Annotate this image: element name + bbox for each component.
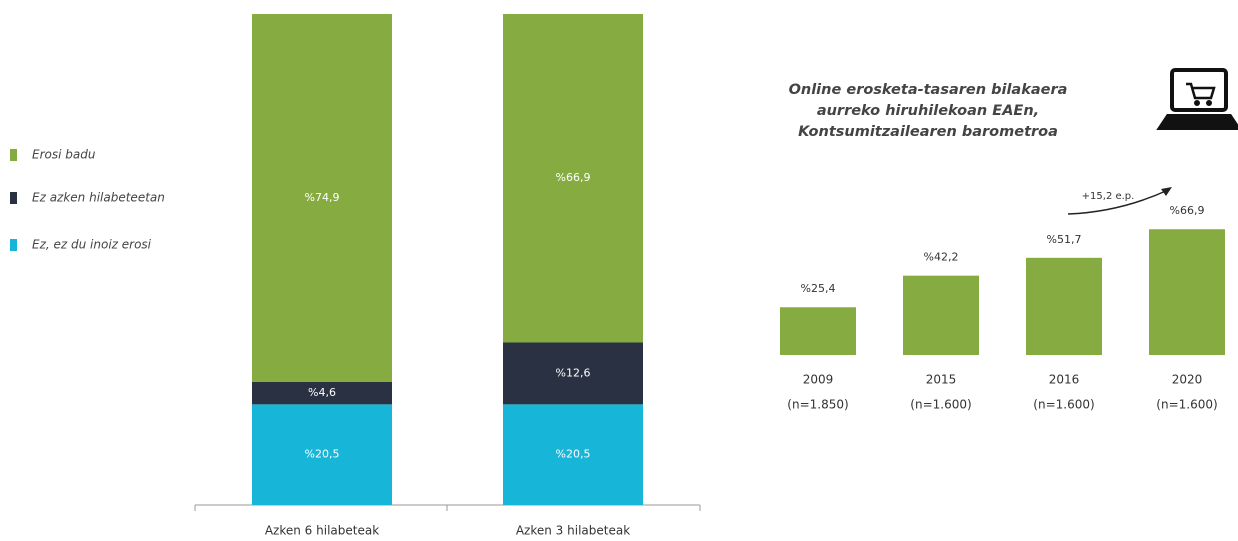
bar-segment — [252, 404, 392, 505]
x-tick-label: 2020 — [1172, 373, 1203, 387]
bar — [780, 307, 856, 355]
annotation-arrow — [1067, 189, 1169, 215]
x-tick-sublabel: (n=1.600) — [1156, 398, 1217, 412]
value-label: %4,6 — [308, 386, 336, 399]
legend-label: Erosi badu — [32, 148, 96, 162]
legend-label: Ez, ez du inoiz erosi — [32, 238, 152, 252]
value-label: %12,6 — [556, 366, 591, 379]
value-label: %42,2 — [924, 251, 959, 264]
laptop-icon — [1156, 68, 1238, 130]
value-label: %20,5 — [556, 448, 591, 461]
bar-segment — [252, 14, 392, 382]
chart-title: Online erosketa-tasaren bilakaera — [789, 82, 1068, 98]
x-tick-label: 2016 — [1049, 373, 1080, 387]
bar-segment — [503, 404, 643, 505]
legend-swatch — [10, 192, 17, 204]
legend-swatch — [10, 149, 17, 161]
legend-label: Ez azken hilabeteetan — [32, 191, 165, 205]
chart-title: aurreko hiruhilekoan EAEn, — [817, 103, 1039, 119]
bar-segment — [252, 381, 392, 405]
annotation: +15,2 e.p. — [1082, 191, 1135, 202]
value-label: %74,9 — [305, 191, 340, 204]
chart-title: Kontsumitzailearen barometroa — [798, 124, 1058, 140]
legend-swatch — [10, 239, 17, 251]
x-tick-sublabel: (n=1.600) — [1033, 398, 1094, 412]
x-tick-label: Azken 6 hilabeteak — [265, 524, 379, 538]
bar-segment — [503, 14, 643, 343]
bar — [1149, 229, 1225, 355]
value-label: %20,5 — [305, 448, 340, 461]
value-label: %66,9 — [556, 171, 591, 184]
x-tick-label: 2015 — [926, 373, 957, 387]
value-label: %25,4 — [801, 282, 836, 295]
bar — [903, 275, 979, 355]
bar-segment — [503, 342, 643, 405]
x-tick-sublabel: (n=1.600) — [910, 398, 971, 412]
value-label: %51,7 — [1047, 233, 1082, 246]
arrow-head — [1161, 187, 1172, 196]
x-tick-label: 2009 — [803, 373, 834, 387]
x-tick-label: Azken 3 hilabeteak — [516, 524, 630, 538]
x-tick-sublabel: (n=1.850) — [787, 398, 848, 412]
bar — [1026, 257, 1102, 355]
value-label: %66,9 — [1170, 204, 1205, 217]
